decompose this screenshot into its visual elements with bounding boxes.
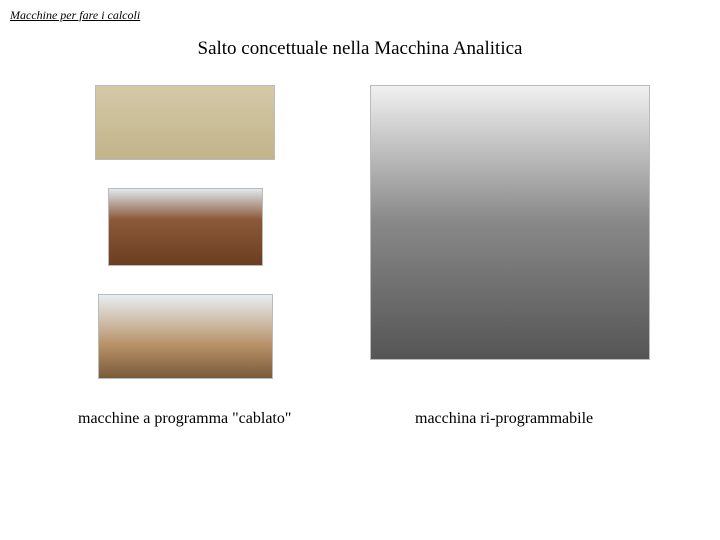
right-image-column (370, 85, 660, 360)
left-image-column (80, 85, 290, 379)
image-leibniz-machine (98, 294, 273, 379)
caption-right: macchina ri-programmabile (415, 410, 593, 428)
image-davinci-sketch (95, 85, 275, 160)
caption-left: macchine a programma "cablato" (78, 410, 291, 428)
slide-header: Macchine per fare i calcoli (10, 8, 140, 23)
image-analytical-engine (370, 85, 650, 360)
image-pascaline-box (108, 188, 263, 266)
slide-title: Salto concettuale nella Macchina Analiti… (0, 38, 720, 60)
